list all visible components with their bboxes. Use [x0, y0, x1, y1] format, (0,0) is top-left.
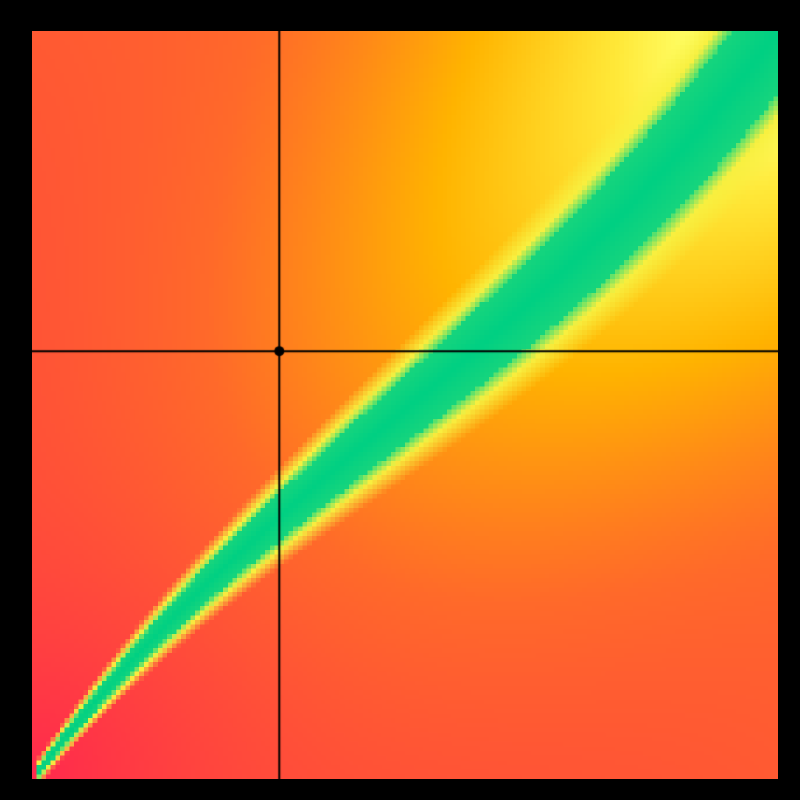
- watermark-text: TheBottleneck.com: [566, 4, 778, 31]
- crosshair-overlay: [32, 31, 778, 779]
